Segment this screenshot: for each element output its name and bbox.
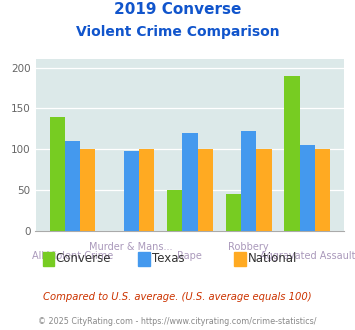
Bar (182, 133, 198, 231)
Text: Converse: Converse (56, 252, 111, 265)
Text: Robbery: Robbery (228, 243, 269, 252)
Bar (80, 149, 95, 231)
Bar (256, 149, 272, 231)
Bar (300, 145, 315, 231)
Text: All Violent Crime: All Violent Crime (32, 250, 113, 261)
Bar (124, 151, 139, 231)
Text: National: National (247, 252, 297, 265)
Text: Compared to U.S. average. (U.S. average equals 100): Compared to U.S. average. (U.S. average … (43, 292, 312, 302)
Text: © 2025 CityRating.com - https://www.cityrating.com/crime-statistics/: © 2025 CityRating.com - https://www.city… (38, 317, 317, 326)
Text: Murder & Mans...: Murder & Mans... (89, 243, 173, 252)
Bar (50, 116, 65, 231)
Bar (167, 190, 182, 231)
Text: Texas: Texas (152, 252, 184, 265)
Bar (284, 76, 300, 231)
Text: 2019 Converse: 2019 Converse (114, 2, 241, 16)
Bar (315, 149, 330, 231)
Text: Aggravated Assault: Aggravated Assault (260, 250, 355, 261)
Bar (241, 131, 256, 231)
Bar (226, 194, 241, 231)
Text: Rape: Rape (178, 250, 202, 261)
Text: Violent Crime Comparison: Violent Crime Comparison (76, 25, 279, 39)
Bar (198, 149, 213, 231)
Bar (65, 141, 80, 231)
Bar (139, 149, 154, 231)
